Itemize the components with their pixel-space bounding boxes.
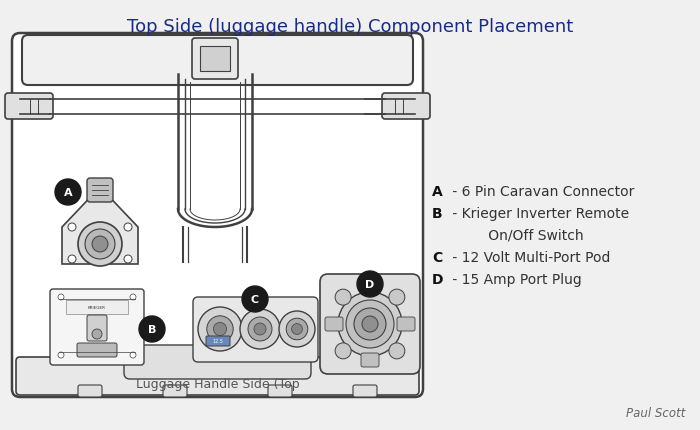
- Circle shape: [389, 343, 405, 359]
- Text: Luggage Handle Side (Top: Luggage Handle Side (Top: [136, 378, 300, 390]
- Circle shape: [279, 311, 315, 347]
- Text: 12.5: 12.5: [213, 339, 223, 344]
- Circle shape: [389, 289, 405, 305]
- FancyBboxPatch shape: [397, 317, 415, 331]
- Circle shape: [78, 222, 122, 266]
- FancyBboxPatch shape: [124, 345, 311, 379]
- Circle shape: [92, 237, 108, 252]
- FancyBboxPatch shape: [382, 94, 430, 120]
- Circle shape: [338, 292, 402, 356]
- Text: On/Off Switch: On/Off Switch: [462, 228, 584, 243]
- FancyBboxPatch shape: [361, 353, 379, 367]
- Circle shape: [248, 317, 272, 341]
- Circle shape: [55, 180, 81, 206]
- Circle shape: [357, 271, 383, 297]
- Circle shape: [206, 316, 233, 342]
- FancyBboxPatch shape: [361, 281, 379, 295]
- Circle shape: [362, 316, 378, 332]
- Circle shape: [354, 308, 386, 340]
- Circle shape: [286, 319, 308, 340]
- FancyBboxPatch shape: [163, 385, 187, 397]
- FancyBboxPatch shape: [22, 36, 413, 86]
- Text: - Krieger Inverter Remote: - Krieger Inverter Remote: [448, 206, 629, 221]
- Text: B: B: [432, 206, 442, 221]
- Text: A: A: [432, 184, 442, 199]
- FancyBboxPatch shape: [206, 336, 230, 346]
- Circle shape: [198, 307, 242, 351]
- Circle shape: [214, 322, 227, 336]
- Circle shape: [58, 352, 64, 358]
- Text: - 15 Amp Port Plug: - 15 Amp Port Plug: [448, 272, 582, 286]
- FancyBboxPatch shape: [50, 289, 144, 365]
- FancyBboxPatch shape: [77, 343, 117, 357]
- FancyBboxPatch shape: [192, 39, 238, 80]
- Circle shape: [124, 224, 132, 231]
- FancyBboxPatch shape: [320, 274, 420, 374]
- Text: D: D: [365, 280, 375, 289]
- Circle shape: [85, 230, 115, 259]
- Circle shape: [240, 309, 280, 349]
- FancyBboxPatch shape: [268, 385, 292, 397]
- FancyBboxPatch shape: [16, 357, 419, 395]
- Text: A: A: [64, 187, 72, 197]
- Text: Top Side (luggage handle) Component Placement: Top Side (luggage handle) Component Plac…: [127, 18, 573, 36]
- Circle shape: [335, 289, 351, 305]
- Circle shape: [92, 329, 102, 339]
- Text: KRIEGER: KRIEGER: [88, 305, 106, 309]
- Circle shape: [254, 323, 266, 335]
- Text: - 6 Pin Caravan Connector: - 6 Pin Caravan Connector: [448, 184, 634, 199]
- Circle shape: [58, 294, 64, 300]
- Polygon shape: [62, 187, 138, 264]
- Text: Paul Scott: Paul Scott: [626, 406, 685, 419]
- Text: D: D: [432, 272, 444, 286]
- Text: C: C: [432, 250, 442, 264]
- Circle shape: [68, 255, 76, 264]
- Bar: [200, 47, 230, 72]
- Circle shape: [130, 352, 136, 358]
- Circle shape: [124, 255, 132, 264]
- Circle shape: [130, 294, 136, 300]
- Circle shape: [139, 316, 165, 342]
- FancyBboxPatch shape: [66, 300, 128, 314]
- FancyBboxPatch shape: [87, 178, 113, 203]
- Circle shape: [346, 300, 394, 348]
- FancyBboxPatch shape: [78, 385, 102, 397]
- FancyBboxPatch shape: [325, 317, 343, 331]
- Circle shape: [242, 286, 268, 312]
- Text: B: B: [148, 324, 156, 334]
- Circle shape: [68, 224, 76, 231]
- FancyBboxPatch shape: [87, 315, 107, 341]
- FancyBboxPatch shape: [12, 34, 423, 397]
- Circle shape: [335, 343, 351, 359]
- FancyBboxPatch shape: [353, 385, 377, 397]
- Text: C: C: [251, 294, 259, 304]
- Circle shape: [292, 324, 302, 335]
- FancyBboxPatch shape: [193, 297, 318, 362]
- Text: - 12 Volt Multi-Port Pod: - 12 Volt Multi-Port Pod: [448, 250, 610, 264]
- FancyBboxPatch shape: [5, 94, 53, 120]
